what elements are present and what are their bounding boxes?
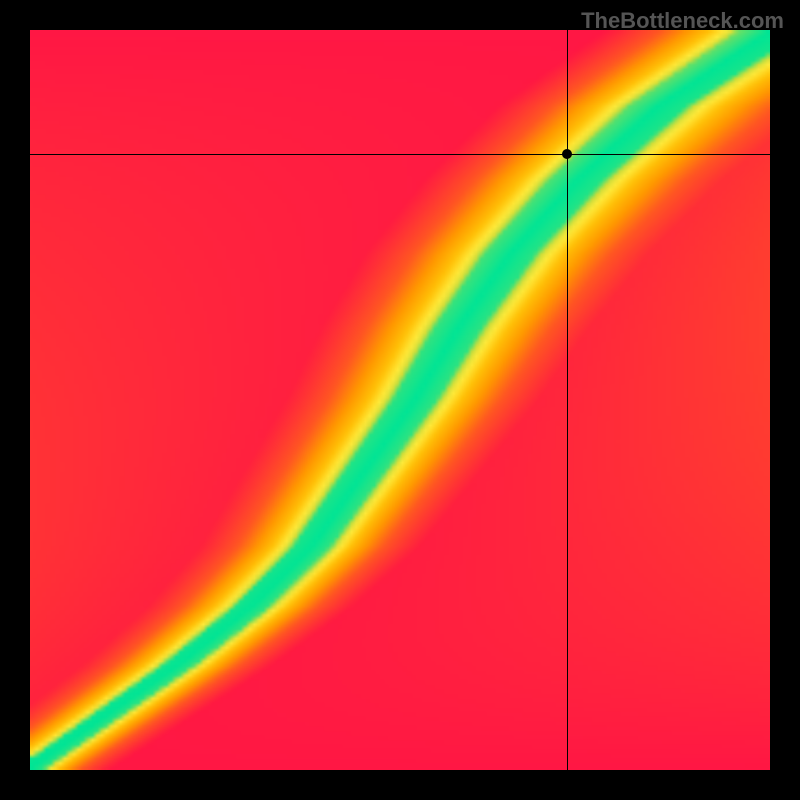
bottleneck-heatmap <box>30 30 770 770</box>
crosshair-vertical <box>567 30 568 770</box>
watermark-label: TheBottleneck.com <box>581 8 784 34</box>
marker-point <box>562 149 572 159</box>
crosshair-horizontal <box>30 154 770 155</box>
plot-area <box>30 30 770 770</box>
chart-container: TheBottleneck.com <box>0 0 800 800</box>
